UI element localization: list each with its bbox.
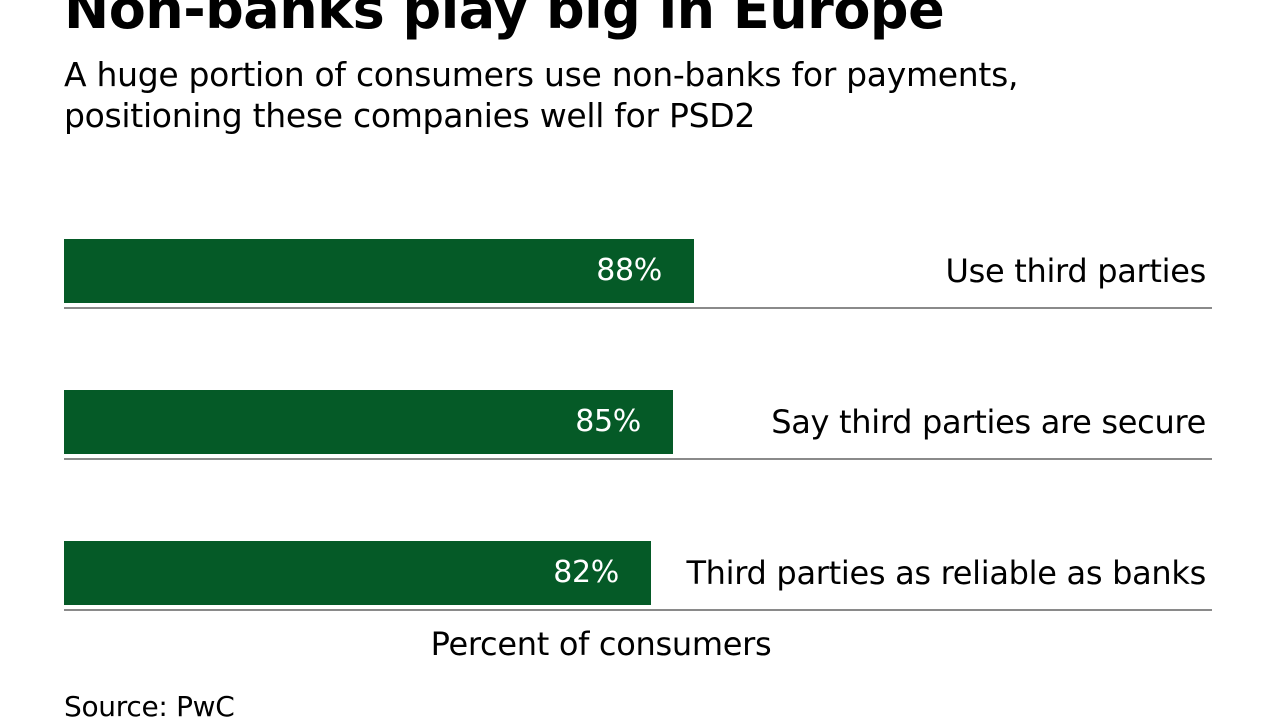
row-divider	[64, 458, 1212, 460]
chart-subtitle: A huge portion of consumers use non-bank…	[64, 54, 1214, 136]
chart-title: Non-banks play big in Europe	[64, 0, 945, 41]
bar-row: 82% Third parties as reliable as banks	[64, 541, 1212, 611]
bar-value-label: 82%	[553, 555, 619, 590]
category-label: Use third parties	[945, 252, 1206, 290]
category-label: Say third parties are secure	[771, 403, 1206, 441]
subtitle-line-2: positioning these companies well for PSD…	[64, 96, 756, 135]
category-label: Third parties as reliable as banks	[686, 554, 1206, 592]
row-divider	[64, 307, 1212, 309]
bar-chart: 88% Use third parties 85% Say third part…	[64, 0, 1212, 720]
bar-row: 88% Use third parties	[64, 239, 1212, 309]
x-axis-label: Percent of consumers	[430, 625, 772, 663]
bar-value-label: 88%	[596, 253, 662, 288]
bar: 85%	[64, 390, 673, 454]
source-note: Source: PwC	[64, 690, 235, 723]
bar-value-label: 85%	[575, 404, 641, 439]
row-divider	[64, 609, 1212, 611]
bar-row: 85% Say third parties are secure	[64, 390, 1212, 460]
bar: 82%	[64, 541, 651, 605]
subtitle-line-1: A huge portion of consumers use non-bank…	[64, 55, 1019, 94]
bar: 88%	[64, 239, 694, 303]
